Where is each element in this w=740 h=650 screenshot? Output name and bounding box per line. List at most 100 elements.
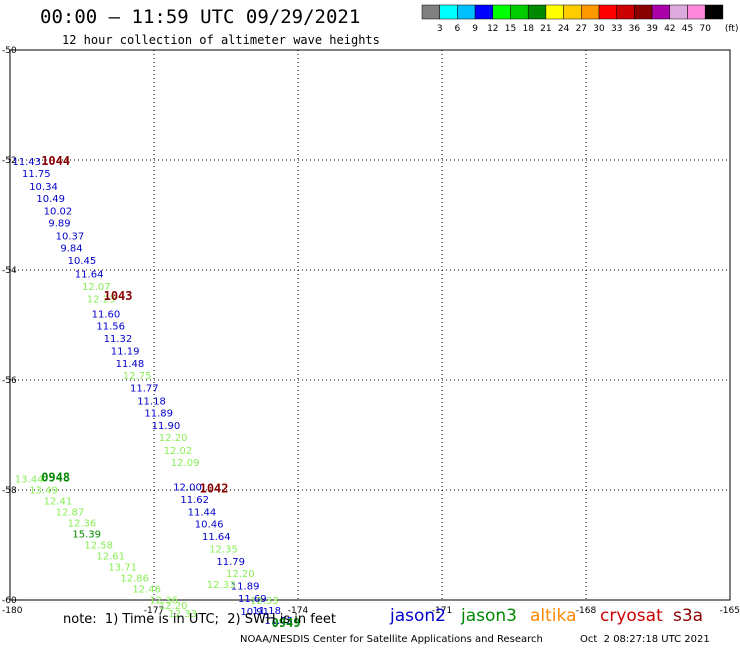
colorbar-label: 45 (682, 24, 693, 34)
swh-data-label: 12.87 (56, 507, 85, 518)
swh-data-label: 12.86 (120, 573, 149, 584)
colorbar-label: 9 (472, 24, 478, 34)
swh-data-label: 10.91 (240, 607, 269, 618)
y-tick-label: -60 (2, 596, 17, 606)
swh-data-label: 11.62 (180, 495, 209, 506)
swh-data-label: 11.90 (152, 421, 181, 432)
colorbar-label: 39 (646, 24, 658, 34)
swh-data-label: 12.07 (82, 282, 111, 293)
pass-time-annotation: 1042 (200, 481, 229, 495)
colorbar-label: 12 (487, 24, 498, 34)
pass-time-annotation: 0948 (41, 470, 70, 484)
legend-jason3: jason3 (461, 606, 517, 626)
swh-data-label: 12.20 (226, 569, 255, 580)
swh-data-label: 11.43 (12, 157, 41, 168)
swh-data-label: 13.49 (29, 485, 58, 496)
swh-data-label: 11.32 (104, 334, 133, 345)
swh-data-label: 11.79 (216, 557, 245, 568)
pass-time-annotation: 1043 (104, 289, 133, 303)
swh-data-label: 12.00 (173, 483, 202, 494)
colorbar-label: 6 (455, 24, 461, 34)
colorbar-label: 30 (593, 24, 605, 34)
y-tick-label: -52 (2, 156, 17, 166)
colorbar-label: 15 (505, 24, 516, 34)
swh-data-label: 12.20 (159, 601, 188, 612)
y-tick-label: -56 (2, 376, 17, 386)
swh-data-label: 12.35 (209, 544, 238, 555)
swh-data-label: 12.41 (44, 496, 73, 507)
swh-data-label: 10.46 (195, 520, 224, 531)
colorbar-swatch (704, 4, 724, 20)
swh-data-label: 11.69 (238, 594, 267, 605)
swh-data-label: 11.18 (137, 396, 166, 407)
y-tick-label: -58 (2, 486, 17, 496)
colorbar-label: 21 (540, 24, 551, 34)
swh-data-label: 12.61 (96, 551, 125, 562)
swh-data-label: 12.36 (149, 595, 178, 606)
swh-data-label: 11.44 (188, 507, 217, 518)
timestamp-text: Oct 2 08:27:18 UTC 2021 (580, 634, 710, 645)
swh-data-label: 12.75 (123, 371, 152, 382)
swh-data-label: 12.33 (207, 580, 236, 591)
swh-data-label: 11.60 (92, 309, 121, 320)
swh-data-label: 15.39 (72, 529, 101, 540)
swh-data-label: 10.45 (68, 256, 97, 267)
x-tick-label: -180 (2, 606, 23, 616)
swh-data-label: 11.64 (202, 532, 231, 543)
y-tick-label: -50 (2, 46, 17, 56)
pass-time-annotation: 1044 (41, 154, 70, 168)
x-tick-label: -171 (432, 606, 452, 616)
swh-data-label: 9.84 (60, 243, 82, 254)
legend-s3a: s3a (673, 606, 704, 626)
swh-data-label: 12.58 (84, 540, 113, 551)
swh-data-label: 11.48 (116, 359, 145, 370)
swh-data-label: 11.64 (75, 269, 104, 280)
swh-data-label: 10.37 (56, 231, 85, 242)
colorbar-label: 27 (576, 24, 587, 34)
swh-data-label: 9.89 (48, 219, 70, 230)
x-tick-label: -174 (288, 606, 309, 616)
swh-data-label: 12.09 (171, 458, 200, 469)
colorbar-label: 36 (629, 24, 641, 34)
colorbar-unit: (ft) (725, 24, 739, 34)
swh-data-label: 12.20 (159, 433, 188, 444)
swh-data-label: 12.46 (132, 584, 161, 595)
swh-data-label: 12.23 (87, 295, 116, 306)
colorbar-label: 24 (558, 24, 570, 34)
swh-data-label: 12.33 (168, 609, 197, 620)
swh-data-label: 10.49 (36, 194, 65, 205)
swh-data-label: 11.75 (22, 169, 51, 180)
swh-data-label: 11.75 (264, 616, 293, 627)
swh-data-label: 13.71 (108, 562, 137, 573)
swh-data-label: 11.89 (231, 582, 260, 593)
colorbar-label: 18 (522, 24, 534, 34)
plot-frame (9, 49, 731, 601)
page-subtitle: 12 hour collection of altimeter wave hei… (62, 33, 380, 47)
credit-text: NOAA/NESDIS Center for Satellite Applica… (240, 634, 543, 645)
colorbar-label: 70 (699, 24, 711, 34)
colorbar-label: 3 (437, 24, 443, 34)
swh-data-label: 11.19 (111, 346, 140, 357)
y-tick-label: -54 (2, 266, 17, 276)
legend-altika: altika (530, 606, 577, 626)
pass-time-annotation: 0949 (272, 616, 301, 630)
legend-cryosat: cryosat (600, 606, 663, 626)
colorbar-label: 33 (611, 24, 622, 34)
swh-data-label: 12.33 (250, 596, 279, 607)
colorbar: 3 6 9 12 15 18 21 24 27 30 33 36 39 42 45 70 (ft) (421, 4, 739, 34)
swh-data-label: 11.18 (252, 606, 281, 617)
swh-data-label: 11.77 (130, 384, 159, 395)
footer-note: note: 1) Time is in UTC; 2) SWH is in fe… (63, 612, 336, 627)
x-tick-label: -165 (720, 606, 740, 616)
x-tick-label: -177 (144, 606, 164, 616)
x-tick-label: -168 (576, 606, 597, 616)
legend-jason2: jason2 (390, 606, 446, 626)
swh-data-label: 12.02 (164, 446, 193, 457)
swh-data-label: 11.56 (96, 322, 125, 333)
swh-data-label: 11.89 (144, 408, 173, 419)
swh-data-label: 13.44 (15, 474, 44, 485)
swh-data-label: 12.36 (68, 518, 97, 529)
colorbar-label: 42 (664, 24, 675, 34)
swh-data-label: 10.02 (44, 207, 73, 218)
